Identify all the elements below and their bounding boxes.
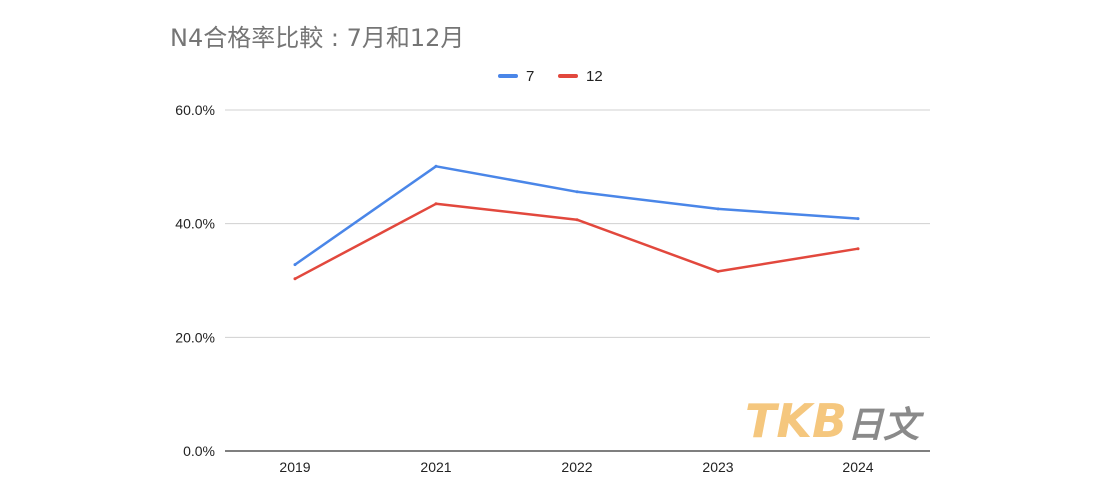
y-tick-label: 20.0% <box>175 329 215 345</box>
data-point-12 <box>293 277 297 281</box>
data-point-7 <box>716 207 720 211</box>
y-tick-label: 60.0% <box>175 102 215 118</box>
series-line-7 <box>293 165 860 266</box>
x-tick-label: 2023 <box>702 459 733 475</box>
watermark-brand: TKB日文 <box>745 394 925 448</box>
series-line-12 <box>293 202 860 281</box>
legend-label-7: 7 <box>526 68 534 85</box>
data-point-12 <box>575 218 579 222</box>
data-point-7 <box>856 217 860 221</box>
x-axis-tick-labels: 2019 2021 2022 2023 2024 <box>279 459 873 475</box>
chart-title: N4合格率比較 : 7月和12月 <box>170 24 465 52</box>
data-point-7 <box>575 190 579 194</box>
y-tick-label: 0.0% <box>183 443 215 459</box>
gridlines <box>225 109 930 452</box>
data-point-12 <box>716 269 720 273</box>
y-tick-label: 40.0% <box>175 216 215 232</box>
data-point-12 <box>856 247 860 251</box>
x-tick-label: 2024 <box>842 459 873 475</box>
watermark-logo: TKB日文 <box>745 394 925 448</box>
series-lines <box>293 164 860 281</box>
y-axis-tick-labels: 0.0% 20.0% 40.0% 60.0% <box>175 102 215 459</box>
legend-label-12: 12 <box>586 68 603 85</box>
x-tick-label: 2021 <box>420 459 451 475</box>
x-tick-label: 2019 <box>279 459 310 475</box>
data-point-7 <box>434 164 438 168</box>
x-tick-label: 2022 <box>561 459 592 475</box>
legend: 7 12 <box>498 68 603 85</box>
data-point-12 <box>434 202 438 206</box>
data-point-7 <box>293 263 297 267</box>
